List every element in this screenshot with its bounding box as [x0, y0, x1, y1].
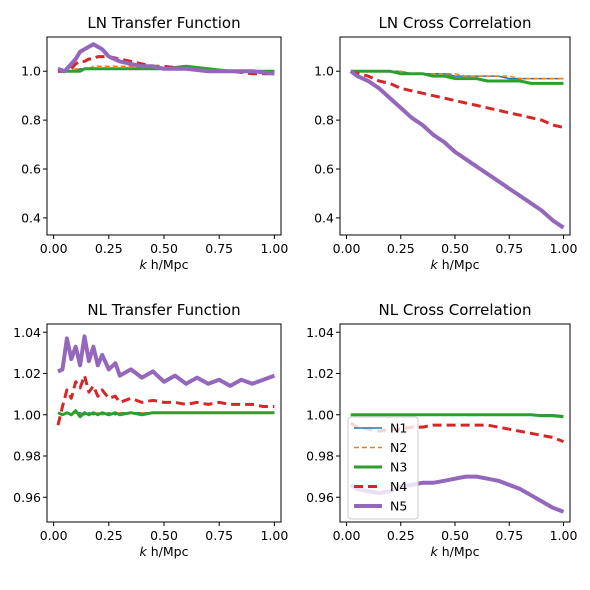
x-tick-label: 0.00: [40, 528, 68, 543]
legend-label-n1: N1: [390, 421, 407, 436]
y-tick-label: 1.02: [306, 366, 334, 381]
y-tick-label: 1.04: [306, 325, 334, 340]
x-tick-label: 0.25: [387, 528, 415, 543]
y-tick-label: 0.4: [21, 210, 41, 225]
x-tick-label: 1.00: [550, 241, 578, 256]
series-line-n3: [57, 409, 275, 419]
series-line-n5: [57, 42, 275, 76]
series-group: [349, 69, 565, 230]
x-tick-label: 0.50: [150, 241, 178, 256]
y-tick-label: 0.96: [13, 490, 41, 505]
legend-label-n4: N4: [390, 479, 407, 494]
series-line-n4: [350, 69, 564, 129]
series-group: [57, 42, 275, 76]
x-tick-label: 0.50: [441, 241, 469, 256]
panel-title: NL Transfer Function: [87, 301, 240, 319]
y-tick-label: 0.6: [21, 162, 41, 177]
series-line-n2: [350, 70, 564, 80]
x-tick-label: 1.00: [260, 528, 288, 543]
x-tick-label: 0.75: [205, 528, 233, 543]
x-tick-label: 0.00: [40, 241, 68, 256]
panel-title: LN Cross Correlation: [379, 14, 532, 32]
x-tick-label: 0.25: [387, 241, 415, 256]
y-tick-label: 0.8: [314, 113, 334, 128]
x-tick-label: 0.25: [95, 528, 123, 543]
panel-4: NL Cross Correlation 0.00 0.25 0.50 0.75 1.00…: [306, 301, 577, 559]
x-axis-label: k h/Mpc: [431, 544, 480, 559]
axes-frame: [46, 36, 282, 236]
series-line-n3: [350, 69, 564, 85]
legend: N1 N2 N3 N4 N5: [347, 416, 419, 520]
y-tick-label: 0.8: [21, 113, 41, 128]
x-axis-label: k h/Mpc: [140, 544, 189, 559]
x-axis-label: k h/Mpc: [431, 257, 480, 272]
series-line-n3: [350, 413, 564, 419]
x-tick-label: 0.75: [495, 528, 523, 543]
y-tick-label: 0.98: [13, 449, 41, 464]
x-tick-label: 0.25: [95, 241, 123, 256]
series-group: [56, 334, 276, 426]
panel-title: LN Transfer Function: [87, 14, 240, 32]
x-tick-label: 0.75: [205, 241, 233, 256]
series-line-n3: [58, 64, 275, 73]
x-tick-label: 0.50: [441, 528, 469, 543]
y-tick-label: 0.4: [314, 210, 334, 225]
y-tick-label: 1.00: [13, 407, 41, 422]
y-tick-label: 1.0: [21, 64, 41, 79]
x-tick-label: 1.00: [550, 528, 578, 543]
panel-title: NL Cross Correlation: [379, 301, 532, 319]
y-tick-label: 1.04: [13, 325, 41, 340]
y-tick-label: 1.02: [13, 366, 41, 381]
y-tick-label: 0.98: [306, 449, 334, 464]
legend-label-n3: N3: [390, 460, 407, 475]
x-tick-label: 0.00: [333, 528, 361, 543]
series-line-n4: [56, 374, 275, 426]
x-tick-label: 0.50: [150, 528, 178, 543]
series-line-n5: [57, 334, 276, 388]
legend-label-n2: N2: [390, 440, 407, 455]
legend-label-n5: N5: [390, 499, 407, 514]
x-tick-label: 0.75: [495, 241, 523, 256]
y-tick-label: 0.6: [314, 162, 334, 177]
y-tick-label: 1.0: [314, 64, 334, 79]
panel-3: NL Transfer Function 0.00 0.25 0.50 0.75 1.00…: [13, 301, 288, 559]
x-tick-label: 0.00: [333, 241, 361, 256]
y-tick-label: 0.96: [306, 490, 334, 505]
x-tick-label: 1.00: [260, 241, 288, 256]
y-tick-label: 1.00: [306, 407, 334, 422]
series-line-n5: [349, 69, 565, 230]
legend-box: [347, 416, 419, 520]
x-axis-label: k h/Mpc: [140, 257, 189, 272]
